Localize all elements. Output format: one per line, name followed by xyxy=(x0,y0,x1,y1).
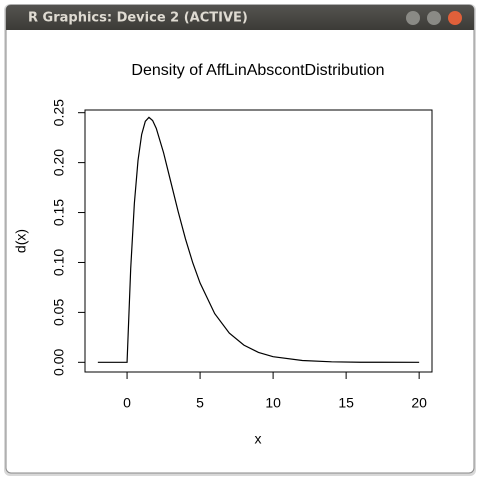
x-axis-label: x xyxy=(255,431,262,447)
y-tick-label: 0.00 xyxy=(51,348,67,375)
y-tick-label: 0.15 xyxy=(51,199,67,226)
x-tick-label: 15 xyxy=(338,395,354,411)
x-tick-label: 20 xyxy=(411,395,427,411)
y-tick-label: 0.10 xyxy=(51,249,67,276)
y-tick-label: 0.20 xyxy=(51,149,67,176)
x-tick-label: 5 xyxy=(196,395,204,411)
plot: Density of AffLinAbscontDistribution x d… xyxy=(13,62,433,447)
chart-title: Density of AffLinAbscontDistribution xyxy=(131,62,384,79)
close-button[interactable] xyxy=(448,11,462,25)
density-line xyxy=(97,116,420,363)
minimize-button[interactable] xyxy=(406,11,420,25)
x-tick-label: 10 xyxy=(265,395,281,411)
x-tick-label: 0 xyxy=(123,395,131,411)
maximize-button[interactable] xyxy=(427,11,441,25)
title-bar xyxy=(6,5,474,30)
y-tick-label: 0.05 xyxy=(51,299,67,326)
y-tick-label: 0.25 xyxy=(51,99,67,126)
y-axis-label: d(x) xyxy=(13,229,29,253)
window-title: R Graphics: Device 2 (ACTIVE) xyxy=(28,11,248,26)
